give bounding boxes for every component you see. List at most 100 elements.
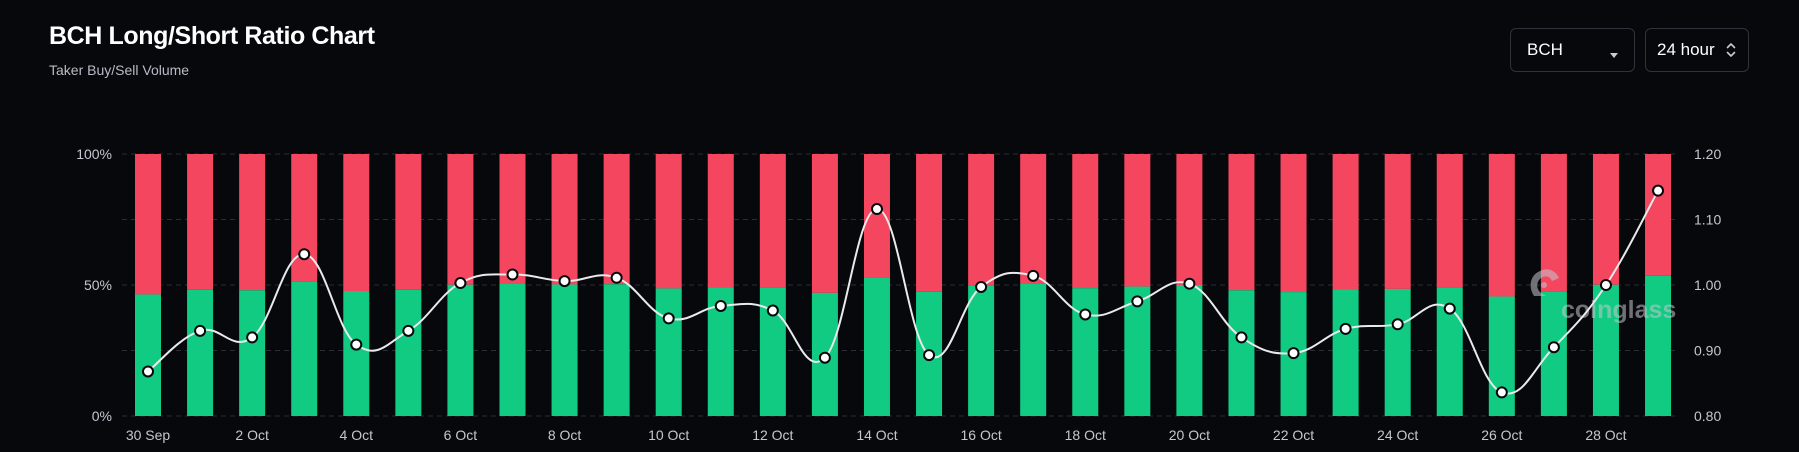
grid-lines xyxy=(122,153,1675,417)
ratio-point xyxy=(246,331,259,344)
x-axis-tick-label: 12 Oct xyxy=(752,427,793,443)
x-axis-tick-label: 4 Oct xyxy=(340,427,374,443)
short-bar xyxy=(1540,154,1567,292)
ratio-point xyxy=(1547,341,1560,354)
long-bar xyxy=(968,285,995,416)
x-axis-tick-label: 6 Oct xyxy=(444,427,478,443)
ratio-point xyxy=(1235,331,1248,344)
ratio-point xyxy=(1027,269,1040,282)
long-bar xyxy=(499,283,526,416)
right-axis-tick-label: 1.10 xyxy=(1694,212,1721,228)
ratio-point xyxy=(194,324,207,337)
long-bar xyxy=(1124,286,1151,416)
short-bar xyxy=(1592,154,1619,285)
long-bar xyxy=(1072,288,1099,416)
x-axis-tick-label: 8 Oct xyxy=(548,427,582,443)
right-axis-tick-label: 1.00 xyxy=(1694,277,1721,293)
long-bar xyxy=(1332,289,1359,416)
ratio-point xyxy=(1652,184,1665,197)
ratio-point xyxy=(975,280,988,293)
short-bar xyxy=(707,154,734,288)
page-subtitle: Taker Buy/Sell Volume xyxy=(49,62,190,78)
long-bar xyxy=(1645,275,1672,416)
ratio-point xyxy=(298,248,311,261)
x-axis-tick-label: 26 Oct xyxy=(1481,427,1522,443)
long-bar xyxy=(135,294,161,416)
right-axis-tick-label: 0.90 xyxy=(1694,343,1721,359)
long-bar xyxy=(1020,283,1047,416)
chevron-down-icon xyxy=(1608,45,1620,65)
short-bar xyxy=(1332,154,1359,290)
ratio-point xyxy=(1131,295,1144,308)
symbol-select-value: BCH xyxy=(1527,40,1563,59)
ratio-points xyxy=(142,184,1665,399)
ratio-point xyxy=(1183,277,1196,290)
short-bar xyxy=(1020,154,1047,284)
x-axis-tick-label: 20 Oct xyxy=(1169,427,1210,443)
interval-select[interactable]: 24 hour xyxy=(1645,28,1749,72)
ratio-point xyxy=(402,324,415,337)
long-bar xyxy=(863,277,890,416)
ratio-point xyxy=(818,351,831,364)
interval-select-value: 24 hour xyxy=(1657,40,1715,59)
long-bar xyxy=(1176,285,1203,416)
ratio-line-path xyxy=(147,190,1659,395)
ratio-point xyxy=(923,349,936,362)
x-axis-tick-label: 14 Oct xyxy=(856,427,897,443)
short-bar xyxy=(1228,154,1255,291)
short-bar xyxy=(551,154,578,285)
short-bar xyxy=(395,154,422,290)
short-bar xyxy=(811,154,838,293)
short-bar xyxy=(1124,154,1151,287)
long-bar xyxy=(1540,291,1567,416)
short-bar xyxy=(447,154,474,285)
ratio-point xyxy=(662,312,675,325)
bars xyxy=(135,154,1672,416)
ratio-point xyxy=(506,268,519,281)
ratio-point xyxy=(454,277,467,290)
left-axis-tick-label: 50% xyxy=(84,277,112,293)
long-bar xyxy=(239,290,266,416)
short-bar xyxy=(759,154,786,288)
ratio-point xyxy=(558,275,571,288)
long-bar xyxy=(603,284,630,416)
ratio-point xyxy=(1287,347,1300,360)
left-axis-tick-label: 0% xyxy=(92,408,112,424)
long-bar xyxy=(343,291,370,416)
short-bar xyxy=(343,154,370,292)
short-bar xyxy=(1072,154,1099,289)
short-bar xyxy=(1280,154,1307,293)
short-bar xyxy=(291,154,318,282)
ratio-point xyxy=(1079,308,1092,321)
symbol-select[interactable]: BCH xyxy=(1510,28,1635,72)
ratio-point xyxy=(1599,279,1612,291)
ratio-point xyxy=(1391,318,1404,331)
short-bar xyxy=(187,154,214,290)
x-axis-tick-label: 22 Oct xyxy=(1273,427,1314,443)
short-bar xyxy=(1645,154,1672,276)
right-axis-tick-label: 1.20 xyxy=(1694,146,1721,162)
x-axis-tick-label: 24 Oct xyxy=(1377,427,1418,443)
long-bar xyxy=(1592,284,1619,416)
ratio-point xyxy=(610,271,623,284)
x-axis-tick-label: 30 Sep xyxy=(126,427,171,443)
long-bar xyxy=(1228,290,1255,416)
coinglass-logo-icon xyxy=(1530,269,1559,296)
short-bar xyxy=(239,154,266,291)
axes: 0% 50% 100% 0.80 0.90 1.00 1.10 1.20 30 Sep 2 Oct… xyxy=(76,146,1721,443)
ratio-line xyxy=(147,190,1659,395)
ratio-point xyxy=(142,365,154,378)
watermark-text: coinglass xyxy=(1561,296,1676,324)
short-bar xyxy=(1436,154,1463,288)
long-bar xyxy=(447,284,474,416)
left-axis-tick-label: 100% xyxy=(76,146,112,162)
long-bar xyxy=(291,281,318,416)
ratio-point xyxy=(1339,322,1352,335)
short-bar xyxy=(1384,154,1411,289)
ratio-point xyxy=(714,299,727,312)
x-axis-tick-label: 16 Oct xyxy=(960,427,1001,443)
short-bar xyxy=(968,154,995,286)
short-bar xyxy=(1488,154,1515,297)
x-axis-tick-label: 10 Oct xyxy=(648,427,689,443)
